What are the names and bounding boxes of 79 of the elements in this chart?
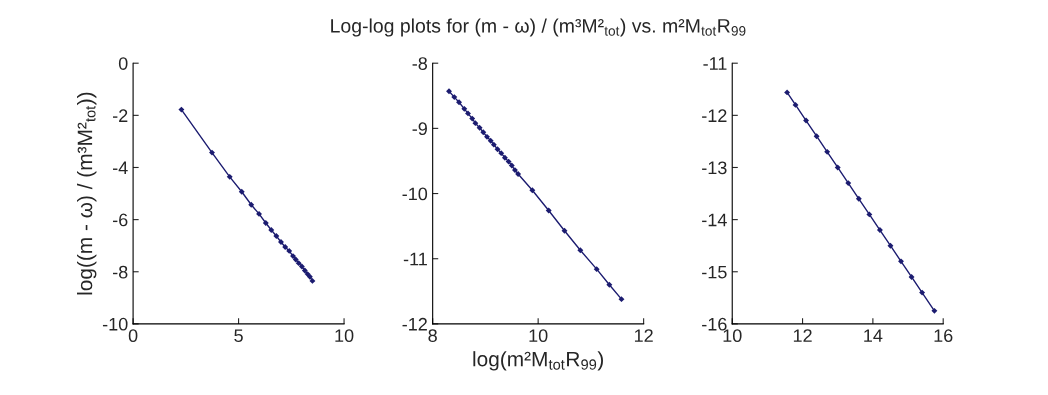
point — [262, 220, 269, 226]
point — [226, 173, 233, 180]
point — [298, 263, 305, 270]
point — [577, 247, 584, 254]
point — [545, 207, 552, 214]
y-tick-label: -4 — [112, 161, 128, 175]
y-tick-label: -13 — [702, 161, 727, 175]
y-tick-label: -11 — [703, 57, 727, 70]
point — [529, 187, 536, 194]
x-tick-label: 10 — [335, 329, 354, 343]
point — [606, 281, 613, 288]
y-tick-label: -16 — [702, 317, 727, 331]
point — [845, 180, 852, 187]
point — [855, 195, 862, 202]
point — [290, 253, 296, 260]
point — [273, 233, 280, 239]
x-axis-title: log(m²M$_{tot}$R$_{99}$) — [473, 351, 603, 371]
point — [490, 141, 497, 148]
point — [461, 105, 468, 112]
point — [282, 244, 289, 250]
point — [813, 133, 820, 140]
y-tick-label: -8 — [112, 265, 128, 279]
y-tick-label: 0 — [118, 57, 128, 70]
x-tick-label: 14 — [864, 329, 883, 342]
point — [484, 133, 490, 140]
y-tick-label: -15 — [702, 265, 727, 279]
point — [286, 247, 293, 254]
point — [593, 266, 600, 273]
point — [898, 258, 904, 265]
x-tick-label: 10 — [723, 329, 742, 343]
x-tick-label: 10 — [529, 329, 548, 343]
y-tick-label: -12 — [402, 317, 427, 331]
point — [498, 150, 505, 157]
y-tick-label: -11 — [403, 252, 427, 266]
point — [803, 117, 810, 124]
y-tick-label: -9 — [412, 122, 427, 136]
y-tick-label: -10 — [102, 317, 128, 331]
point — [268, 227, 275, 233]
x-tick-label: 16 — [934, 329, 953, 343]
point — [792, 101, 799, 108]
point — [292, 256, 299, 263]
x-tick-label: 0 — [128, 329, 138, 343]
point — [476, 124, 483, 131]
point — [508, 162, 515, 169]
point — [618, 296, 625, 303]
point — [451, 94, 458, 101]
point — [834, 164, 841, 171]
point — [887, 242, 894, 249]
point — [931, 307, 938, 314]
x-tick-label: 12 — [793, 329, 812, 342]
chart-title: Log-log plots for (m - ω) / (m³M²$_{tot}$) vs. m²M$_{tot}$R$_{99}$ — [331, 18, 746, 37]
point — [919, 289, 926, 296]
point — [456, 99, 462, 106]
y-tick-label: -2 — [112, 109, 128, 122]
point — [487, 137, 494, 144]
y-tick-label: -14 — [702, 213, 727, 227]
point — [494, 146, 501, 153]
y-tick-label: -10 — [402, 187, 428, 201]
point — [301, 267, 308, 274]
point — [295, 260, 302, 267]
point — [784, 89, 791, 96]
point — [561, 227, 568, 234]
point — [209, 149, 215, 156]
point — [256, 210, 262, 217]
x-tick-label: 12 — [634, 329, 653, 342]
y-tick-label: -6 — [112, 213, 128, 227]
x-tick-label: 8 — [428, 329, 437, 343]
point — [908, 274, 915, 280]
point — [515, 171, 522, 177]
y-tick-label: -8 — [412, 57, 428, 70]
point — [472, 120, 479, 127]
point — [309, 277, 316, 284]
y-axis-title: log((m - ω) / (m³M²$_{tot}$)) — [77, 92, 97, 295]
point — [469, 115, 476, 122]
y-tick-label: -12 — [702, 109, 727, 122]
x-tick-label: 5 — [234, 329, 243, 343]
point — [501, 154, 508, 161]
point — [446, 88, 452, 95]
point — [465, 110, 471, 117]
